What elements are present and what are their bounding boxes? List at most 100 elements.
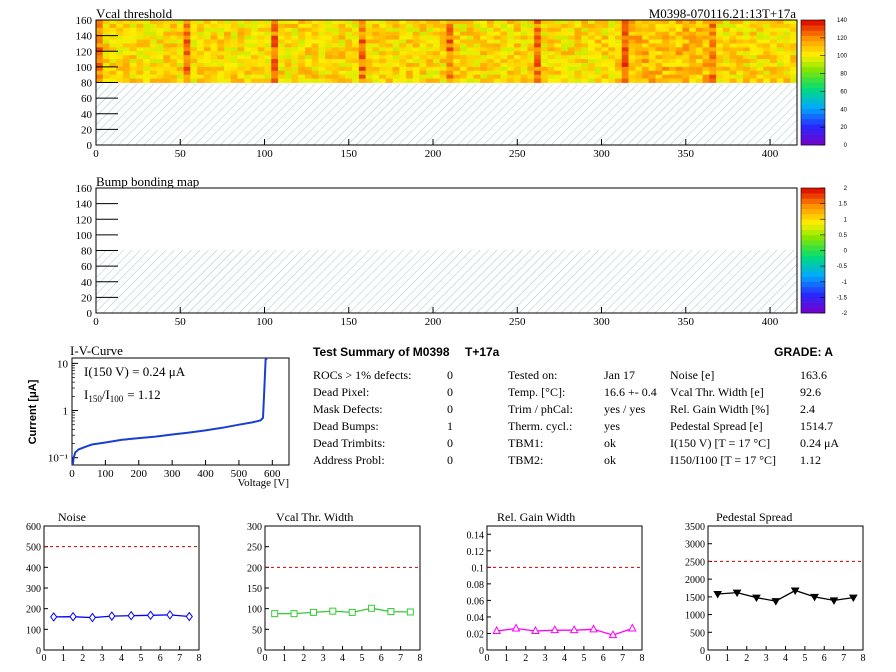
vcal-heatmap-cell (554, 43, 562, 48)
vcal-heatmap-cell (109, 27, 117, 33)
vcal-heatmap-cell (230, 47, 238, 52)
vcal-heatmap-cell (689, 43, 697, 48)
vcal-heatmap-cell (473, 20, 481, 25)
vcal-xtick-label: 100 (256, 148, 273, 160)
vcal-heatmap-cell (783, 59, 791, 64)
vcal-heatmap-cell (574, 39, 582, 44)
vcal-heatmap-cell (668, 66, 677, 72)
vcal-heatmap-cell (567, 74, 575, 79)
vcal-heatmap-cell (662, 39, 670, 44)
vcal-heatmap-cell (217, 74, 225, 79)
gain-width-xtick-label: 3 (543, 653, 548, 664)
vcal-heatmap-cell (581, 55, 589, 60)
vcal-heatmap-cell (230, 74, 238, 79)
vcal-heatmap-cell (358, 27, 367, 33)
vcal-heatmap-cell (547, 55, 555, 60)
vcal-heatmap-cell (345, 20, 353, 25)
iv-plot-frame (71, 357, 290, 466)
vcal-heatmap-cell (257, 47, 265, 52)
vcal-heatmap-cell (224, 31, 232, 37)
bump-ytick-label: 20 (81, 292, 93, 304)
vcal-palette-cell (801, 103, 825, 109)
vcal-heatmap-cell (345, 23, 353, 29)
vcal-heatmap-cell (547, 43, 555, 48)
vcal-heatmap-cell (466, 70, 474, 76)
vcal-heatmap-cell (385, 27, 393, 33)
vcal-heatmap-cell (217, 43, 225, 48)
vcal-heatmap-cell (702, 47, 710, 52)
vcal-heatmap-cell (594, 62, 602, 68)
vcal-heatmap-cell (493, 20, 501, 25)
vcal-heatmap-cell (331, 43, 340, 48)
vcal-heatmap-cell (581, 20, 589, 25)
vcal-xtick-label: 300 (593, 148, 610, 160)
vcal-heatmap-cell (648, 62, 656, 68)
vcal-heatmap-cell (453, 78, 461, 83)
vcal-heatmap-cell (129, 31, 137, 37)
vcal-heatmap-cell (244, 20, 252, 25)
summary-col3-value: 92.6 (800, 385, 821, 399)
vcal-heatmap-cell (176, 35, 185, 40)
vcal-heatmap-cell (197, 35, 205, 40)
vcal-heatmap-cell (581, 27, 589, 33)
vcal-heatmap-cell (102, 62, 110, 68)
vcal-heatmap-cell (406, 35, 414, 40)
vcal-heatmap-cell (709, 51, 717, 56)
vcal-heatmap-cell (621, 35, 629, 40)
vcal-heatmap-cell (143, 78, 151, 83)
vcal-heatmap-cell (284, 43, 292, 48)
vcal-heatmap-cell (149, 47, 158, 52)
vcal-heatmap-cell (230, 78, 238, 83)
vcal-heatmap-cell (264, 39, 272, 44)
gain-width-xtick-label: 7 (620, 653, 625, 664)
vcal-heatmap-cell (331, 70, 340, 76)
vcal-heatmap-cell (149, 78, 158, 83)
vcal-heatmap-cell (783, 70, 791, 76)
vcal-heatmap-cell (311, 43, 319, 48)
vcal-heatmap-cell (567, 66, 575, 72)
vcal-heatmap-cell (453, 20, 461, 25)
vcal-heatmap-cell (588, 62, 596, 68)
noise-ytick-label: 300 (26, 584, 41, 595)
vcal-heatmap-cell (345, 27, 353, 33)
vcal-heatmap-cell (749, 23, 757, 29)
vcal-heatmap-cell (372, 47, 380, 52)
vcal-heatmap-cell (459, 31, 468, 37)
vcal-heatmap-cell (338, 31, 346, 37)
vcal-heatmap-cell (143, 35, 151, 40)
vcal-heatmap-cell (109, 78, 117, 83)
vcal-heatmap-cell (648, 31, 656, 37)
vcal-heatmap-cell (756, 70, 764, 76)
vcal-heatmap-cell (149, 27, 158, 33)
vcal-heatmap-cell (662, 43, 670, 48)
vcal-heatmap-cell (628, 31, 636, 37)
bump-palette-cell (801, 276, 825, 283)
vcal-heatmap-cell (641, 35, 650, 40)
vcal-heatmap-cell (776, 55, 784, 60)
vcal-heatmap-cell (217, 62, 225, 68)
vcal-heatmap-cell (170, 27, 178, 33)
vcal-heatmap-cell (426, 66, 434, 72)
vcal-heatmap-cell (304, 62, 313, 68)
bump-palette-cell (801, 266, 825, 272)
vcal-heatmap-cell (426, 55, 434, 60)
vcal-heatmap-cell (561, 20, 569, 25)
vcal-heatmap-cell (641, 27, 650, 33)
vcal-heatmap-cell (426, 59, 434, 64)
vcal-heatmap-cell (439, 78, 447, 83)
vcal-heatmap-cell (379, 74, 387, 79)
vcal-palette-cell (801, 46, 825, 52)
bump-xtick-label: 400 (762, 316, 779, 328)
vcal-heatmap-cell (251, 55, 259, 60)
vcal-heatmap-cell (507, 70, 515, 76)
summary-col2-value: yes / yes (604, 402, 646, 416)
vcal-heatmap-cell (743, 23, 751, 29)
vcal-heatmap-cell (217, 47, 225, 52)
pedestal-xtick-label: 8 (861, 653, 866, 664)
vcal-heatmap-cell (453, 74, 461, 79)
vcal-heatmap-cell (284, 27, 292, 33)
vcal-heatmap-cell (480, 66, 488, 72)
vcal-heatmap-cell (527, 74, 535, 79)
vcal-heatmap-cell (534, 43, 542, 48)
